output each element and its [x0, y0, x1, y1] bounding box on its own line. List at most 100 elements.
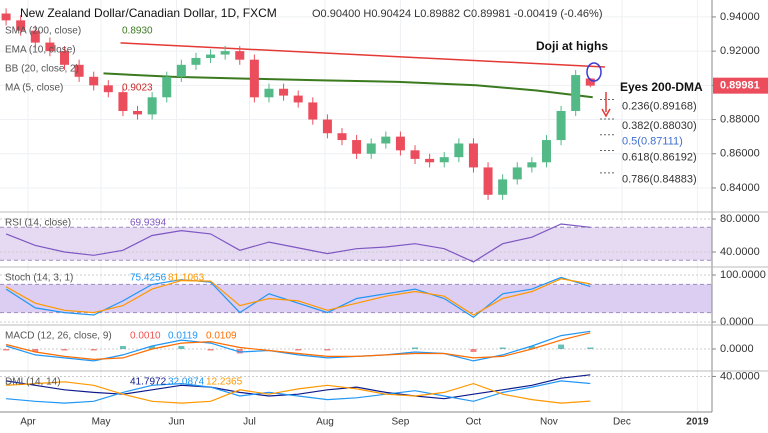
- x-tick-label: May: [92, 417, 111, 428]
- fib-label: 0.5(0.87111): [622, 136, 683, 148]
- candle-body: [308, 102, 318, 120]
- candle-body: [556, 110, 566, 141]
- candle-body: [89, 76, 99, 86]
- candle-body: [425, 158, 435, 163]
- candle-body: [337, 133, 347, 141]
- candle-body: [30, 30, 40, 43]
- legend-value: 0.0010: [130, 331, 161, 342]
- fib-label: 0.786(0.84883): [622, 174, 697, 186]
- panel-title: MACD (12, 26, close, 9): [5, 331, 112, 342]
- series-line: [6, 381, 591, 404]
- y-tick-label: 0.86000: [720, 148, 760, 160]
- histogram-bar: [499, 347, 506, 349]
- candle-body: [454, 143, 464, 158]
- candle-body: [512, 167, 522, 180]
- candle-body: [468, 143, 478, 168]
- price-marker-label: 0.89981: [720, 80, 760, 92]
- series-line: [120, 42, 605, 68]
- histogram-bar: [236, 349, 243, 354]
- candle-body: [1, 13, 11, 21]
- y-tick-label: 0.0000: [720, 343, 754, 355]
- x-tick-label: 2019: [686, 417, 709, 428]
- candle-body: [439, 157, 449, 163]
- histogram-bar: [3, 349, 10, 351]
- candle-body: [118, 92, 128, 111]
- histogram-bar: [587, 347, 594, 349]
- legend-label: EMA (10, close): [5, 45, 76, 56]
- fib-label: 0.236(0.89168): [622, 100, 697, 112]
- chart-title: New Zealand Dollar/Canadian Dollar, 1D, …: [20, 6, 277, 20]
- candle-body: [16, 20, 26, 31]
- legend-value: 32.0874: [168, 377, 205, 388]
- histogram-bar: [149, 346, 156, 349]
- annotation: Eyes 200-DMA: [620, 80, 703, 94]
- legend-value: 69.9394: [130, 218, 167, 229]
- candle-body: [366, 143, 376, 154]
- histogram-bar: [90, 349, 97, 351]
- candle-body: [395, 136, 405, 151]
- candle-body: [293, 95, 303, 103]
- candle-body: [571, 75, 581, 111]
- legend-value: 0.9023: [122, 83, 153, 94]
- x-tick-label: Sep: [392, 417, 410, 428]
- annotation: Doji at highs: [536, 39, 608, 53]
- x-tick-label: Dec: [613, 417, 631, 428]
- series-line: [5, 332, 591, 361]
- histogram-bar: [207, 349, 214, 351]
- legend-value: 0.8930: [122, 26, 153, 37]
- candle-body: [235, 51, 245, 60]
- y-tick-label: 0.92000: [720, 45, 760, 57]
- candle-body: [103, 85, 113, 93]
- histogram-bar: [178, 346, 185, 349]
- legend-value: 75.4256: [130, 273, 167, 284]
- y-tick-label: 0.94000: [720, 11, 760, 23]
- legend-label: SMA (200, close): [5, 26, 81, 37]
- histogram-bar: [558, 344, 565, 349]
- x-tick-label: Oct: [466, 417, 482, 428]
- histogram-bar: [295, 349, 302, 351]
- histogram-bar: [119, 346, 126, 349]
- candle-body: [74, 64, 84, 77]
- y-tick-label: 40.0000: [720, 370, 760, 382]
- plot: [0, 0, 712, 412]
- series-line: [5, 278, 591, 316]
- candle-body: [541, 140, 551, 163]
- x-tick-label: Jul: [243, 417, 256, 428]
- legend-value: 0.0109: [206, 331, 237, 342]
- legend-label: BB (20, close, 2): [5, 64, 79, 75]
- candle-body: [60, 51, 70, 65]
- series-line: [103, 72, 593, 99]
- candle-body: [249, 59, 259, 98]
- candle-body: [45, 42, 55, 52]
- candle-body: [162, 76, 172, 98]
- panel-title: DMI (14, 14): [5, 377, 61, 388]
- candle-body: [483, 167, 493, 195]
- candle-body: [498, 179, 508, 195]
- histogram-bar: [528, 346, 535, 349]
- legend-value: 41.7972: [130, 377, 167, 388]
- price-marker: [713, 77, 768, 94]
- panel-title: Stoch (14, 3, 1): [5, 273, 73, 284]
- x-tick-label: Jun: [168, 417, 184, 428]
- fib-label: 0.618(0.86192): [622, 151, 697, 163]
- series-line: [6, 380, 591, 404]
- candle-body: [381, 136, 391, 144]
- x-tick-label: Nov: [540, 417, 558, 428]
- overlay: Apr May Jun Jul Aug Sep Oct Nov Dec 2019 0.94000 0.…: [0, 11, 768, 428]
- fib-label: 0.382(0.88030): [622, 120, 697, 132]
- histogram-bar: [61, 349, 68, 351]
- candle-body: [264, 88, 274, 98]
- y-tick-label: 0.0000: [720, 316, 754, 328]
- y-tick-label: 0.84000: [720, 182, 760, 194]
- y-tick-label: 0.88000: [720, 113, 760, 125]
- quote: O0.90400 H0.90424 L0.89882 C0.89981 -0.0…: [312, 8, 603, 20]
- candle-body: [176, 64, 186, 77]
- legend-label: MA (5, close): [5, 83, 63, 94]
- x-tick-label: Apr: [20, 417, 36, 428]
- candle-body: [279, 88, 289, 96]
- candle-body: [585, 78, 595, 86]
- histogram-bar: [32, 349, 39, 352]
- doji-circle: [586, 62, 602, 82]
